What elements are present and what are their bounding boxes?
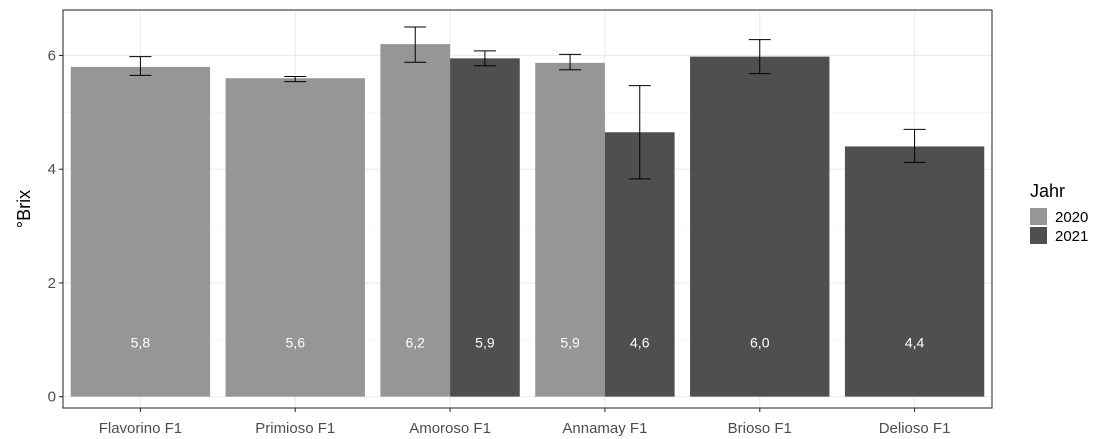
bar-value-label: 5,9 xyxy=(475,335,495,351)
y-axis: 0 2 4 6 xyxy=(48,47,63,406)
bars xyxy=(70,44,985,397)
x-tick-label: Primioso F1 xyxy=(255,420,335,437)
bar-value-label: 5,8 xyxy=(131,335,151,351)
legend: Jahr 2020 2021 xyxy=(1030,181,1088,245)
legend-title: Jahr xyxy=(1030,181,1065,201)
bar-value-label: 4,4 xyxy=(905,335,925,351)
bar xyxy=(844,146,985,397)
panel-border xyxy=(62,9,993,409)
y-tick-label: 2 xyxy=(48,275,56,292)
x-tick-label: Brioso F1 xyxy=(728,420,792,437)
bar xyxy=(535,62,605,397)
legend-label: 2020 xyxy=(1055,209,1088,226)
x-tick-label: Flavorino F1 xyxy=(99,420,182,437)
y-tick-label: 6 xyxy=(48,47,56,64)
bar-value-label: 6,0 xyxy=(750,335,770,351)
x-tick-label: Amoroso F1 xyxy=(409,420,491,437)
x-tick-label: Delioso F1 xyxy=(879,420,951,437)
bar xyxy=(225,78,365,397)
bar xyxy=(690,56,830,397)
y-tick-label: 0 xyxy=(48,389,56,406)
bar-value-label: 5,9 xyxy=(560,335,580,351)
bar-value-label: 5,6 xyxy=(286,335,306,351)
bar xyxy=(70,66,211,397)
legend-label: 2021 xyxy=(1055,228,1088,245)
x-axis: Flavorino F1 Primioso F1 Amoroso F1 Annamay… xyxy=(99,408,951,437)
error-bars xyxy=(129,26,926,180)
bar-labels: 5,8 5,6 6,2 5,9 5,9 4,6 6,0 4,4 xyxy=(131,335,925,351)
y-axis-title: °Brix xyxy=(14,190,34,228)
y-tick-label: 4 xyxy=(48,161,56,178)
legend-swatch xyxy=(1030,227,1047,244)
bar xyxy=(380,44,451,397)
x-tick-label: Annamay F1 xyxy=(562,420,647,437)
bar xyxy=(450,58,520,397)
bar-value-label: 6,2 xyxy=(406,335,426,351)
legend-swatch xyxy=(1030,208,1047,225)
bar-value-label: 4,6 xyxy=(630,335,650,351)
